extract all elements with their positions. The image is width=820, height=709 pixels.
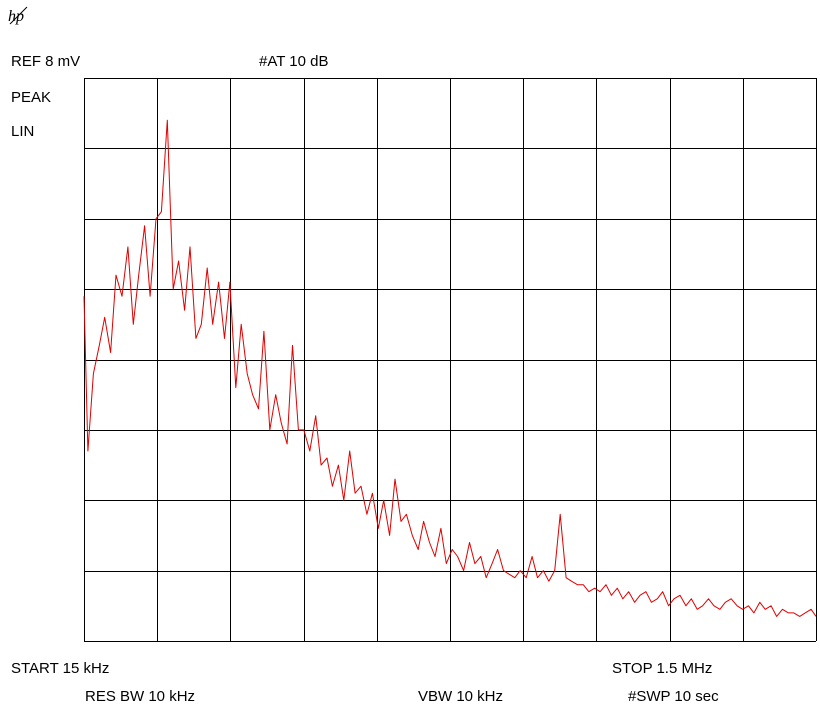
ref-level-label: REF 8 mV <box>11 53 81 70</box>
start-frequency-label: START 15 kHz <box>11 660 110 677</box>
hp-logo-icon: hp <box>8 6 28 25</box>
scale-label: LIN <box>11 123 35 140</box>
stop-frequency-label: STOP 1.5 MHz <box>612 660 713 677</box>
resolution-bandwidth-label: RES BW 10 kHz <box>85 688 196 705</box>
plot-grid <box>84 78 817 642</box>
video-bandwidth-label: VBW 10 kHz <box>418 688 504 705</box>
detector-label: PEAK <box>11 89 52 106</box>
svg-text:hp: hp <box>8 8 24 25</box>
sweep-time-label: #SWP 10 sec <box>628 688 719 705</box>
spectrum-trace <box>83 119 817 617</box>
attenuation-label: #AT 10 dB <box>259 53 329 70</box>
